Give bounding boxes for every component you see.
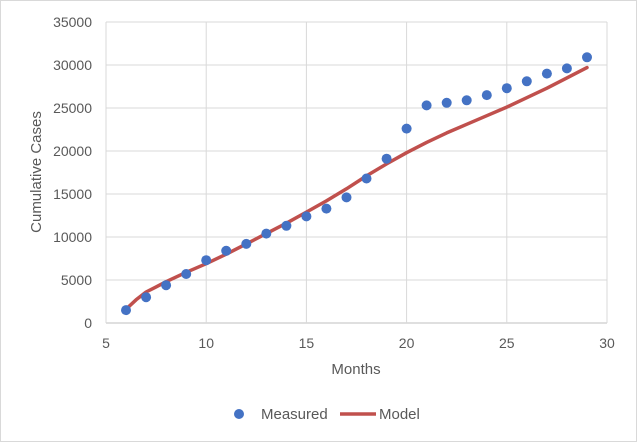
measured-point [561,63,572,74]
y-tick-label: 35000 [53,14,92,30]
measured-point [181,269,192,279]
y-axis-tick-labels: 0 5000 10000 15000 20000 25000 30000 35000 [53,14,92,331]
measured-point [481,90,492,101]
measured-point [341,192,352,203]
measured-point [141,292,152,303]
y-tick-label: 10000 [53,229,92,245]
legend-measured-label: Measured [261,406,328,423]
y-tick-label: 5000 [61,272,92,288]
measured-point [301,211,312,222]
legend: Measured Model [234,406,420,423]
legend-measured-marker [234,409,244,419]
measured-point [121,305,131,316]
measured-point [461,95,472,106]
measured-point [381,153,392,164]
measured-point [521,76,532,87]
y-tick-label: 30000 [53,57,92,73]
measured-series [121,52,592,316]
x-tick-label: 25 [499,335,515,351]
grid-lines [105,21,608,324]
x-tick-label: 30 [599,335,615,351]
model-series [124,65,589,311]
measured-point [441,97,452,108]
legend-model-label: Model [379,406,420,423]
x-axis-tick-labels: 5 10 15 20 25 30 [102,335,615,351]
model-line [124,65,589,311]
x-tick-label: 5 [102,335,110,351]
y-axis-title: Cumulative Cases [28,111,45,233]
measured-point [361,173,372,184]
x-tick-label: 15 [299,335,315,351]
measured-point [421,100,432,111]
measured-point [261,228,272,239]
measured-point [321,203,332,214]
y-tick-label: 20000 [53,143,92,159]
y-tick-label: 25000 [53,100,92,116]
measured-point [241,238,252,249]
measured-point [281,220,292,231]
measured-point [221,245,232,256]
measured-point [541,68,552,79]
y-tick-label: 15000 [53,186,92,202]
x-tick-label: 10 [198,335,214,351]
measured-point [161,280,172,291]
measured-point [401,123,412,134]
measured-point [201,255,212,266]
measured-point [582,52,592,63]
x-axis-title: Months [331,361,380,378]
measured-point [501,83,512,94]
y-tick-label: 0 [84,315,92,331]
x-tick-label: 20 [399,335,415,351]
